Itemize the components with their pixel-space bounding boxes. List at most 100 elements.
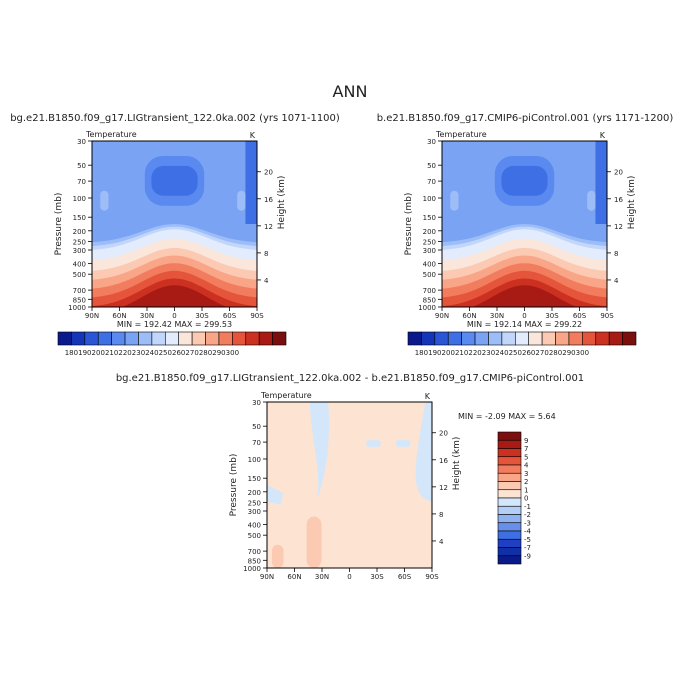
panel-1: 305070100150200250300400500700850100090N…: [54, 130, 287, 357]
y-tick-label: 200: [248, 489, 261, 497]
y-axis-label: Pressure (mb): [54, 193, 64, 256]
polar-light-patch: [237, 190, 246, 211]
colorbar-cell: [497, 456, 522, 466]
colorbar-cell: [528, 331, 543, 346]
colorbar-cell: [232, 331, 247, 346]
colorbar-label: 4: [524, 462, 529, 470]
right-tick-label: 12: [614, 223, 623, 231]
colorbar-cell: [488, 331, 503, 346]
stats-label: MIN = -2.09 MAX = 5.64: [458, 412, 556, 421]
colorbar-label: 190: [78, 349, 91, 357]
y-tick-label: 200: [423, 228, 436, 236]
negative-anomaly-region: [395, 440, 411, 447]
colorbar-label: 230: [132, 349, 145, 357]
x-tick-label: 30S: [545, 312, 559, 320]
colorbar-label: 3: [524, 470, 528, 478]
x-tick-label: 30S: [370, 573, 384, 581]
colorbar-cell: [514, 331, 530, 346]
colorbar-label: 280: [549, 349, 562, 357]
y-tick-label: 100: [248, 456, 261, 464]
negative-anomaly-region: [267, 485, 284, 505]
colorbar-cell: [434, 331, 449, 346]
colorbar-label: 290: [562, 349, 575, 357]
colorbar-label: 260: [522, 349, 535, 357]
colorbar-cell: [595, 331, 610, 346]
x-tick-label: 90S: [425, 573, 439, 581]
x-tick-label: 30S: [195, 312, 209, 320]
right-tick-label: 20: [614, 169, 623, 177]
colorbar-cell: [124, 331, 139, 346]
y-tick-label: 1000: [418, 304, 436, 312]
variable-label: Temperature: [85, 130, 137, 139]
units-label: K: [250, 131, 256, 140]
colorbar-label: -3: [524, 519, 531, 527]
y-tick-label: 400: [248, 522, 261, 530]
colorbar-cell: [111, 331, 126, 346]
colorbar-label: 200: [92, 349, 105, 357]
colorbar-cell: [501, 331, 516, 346]
variable-label: Temperature: [435, 130, 487, 139]
colorbar-label: 200: [442, 349, 455, 357]
colorbar-cell: [497, 472, 522, 482]
polar-cold-strip: [595, 141, 607, 224]
x-tick-label: 60N: [462, 312, 476, 320]
y-tick-label: 850: [248, 557, 261, 565]
colorbar-cell: [497, 439, 522, 449]
y-tick-label: 500: [73, 271, 86, 279]
right-tick-label: 4: [264, 277, 269, 285]
colorbar-cell: [245, 331, 260, 346]
colorbar-label: -5: [524, 536, 531, 544]
y-tick-label: 200: [73, 228, 86, 236]
temperature-band: [92, 285, 257, 307]
right-tick-label: 4: [614, 277, 619, 285]
colorbar-cell: [461, 331, 476, 346]
colorbar-cell: [164, 331, 180, 346]
colorbar-label: 240: [145, 349, 158, 357]
y-tick-label: 300: [73, 247, 86, 255]
x-tick-label: 60S: [573, 312, 587, 320]
y-axis-right-label: Height (km): [627, 176, 637, 230]
y-tick-label: 250: [73, 238, 86, 246]
cold-core: [151, 165, 198, 196]
units-label: K: [600, 131, 606, 140]
right-tick-label: 8: [614, 250, 618, 258]
colorbar-label: 190: [428, 349, 441, 357]
colorbar-cell: [497, 448, 522, 458]
colorbar-cell: [71, 331, 86, 346]
polar-cold-strip: [245, 141, 257, 224]
x-tick-label: 60N: [287, 573, 301, 581]
colorbar-label: -9: [524, 552, 531, 560]
colorbar-label: 0: [524, 495, 528, 503]
y-tick-label: 150: [423, 214, 436, 222]
colorbar-cell: [407, 331, 422, 346]
colorbar-label: 220: [468, 349, 481, 357]
field-layers: [267, 402, 432, 568]
colorbar-label: 250: [159, 349, 172, 357]
colorbar-cell: [178, 331, 193, 346]
x-tick-label: 90S: [600, 312, 614, 320]
colorbar-label: -4: [524, 528, 532, 536]
right-tick-label: 12: [439, 484, 448, 492]
variable-label: Temperature: [260, 391, 312, 400]
y-tick-label: 1000: [68, 304, 86, 312]
colorbar-cell: [497, 538, 522, 548]
y-tick-label: 30: [427, 138, 436, 146]
colorbar-cell: [497, 514, 522, 524]
colorbar-cell: [191, 331, 206, 346]
polar-light-patch: [587, 190, 596, 211]
x-tick-label: 30N: [490, 312, 504, 320]
y-tick-label: 1000: [243, 565, 261, 573]
x-tick-label: 60S: [223, 312, 237, 320]
y-tick-label: 400: [423, 261, 436, 269]
x-tick-label: 60S: [398, 573, 412, 581]
colorbar-cell: [97, 331, 112, 346]
figure-title: ANN: [333, 82, 368, 101]
y-tick-label: 700: [73, 287, 86, 295]
positive-anomaly-region: [271, 544, 284, 568]
colorbar-cell: [138, 331, 153, 346]
colorbar-cell: [608, 331, 623, 346]
y-tick-label: 700: [423, 287, 436, 295]
stats-label: MIN = 192.42 MAX = 299.53: [117, 320, 232, 329]
y-tick-label: 150: [73, 214, 86, 222]
colorbar-label: 210: [105, 349, 118, 357]
